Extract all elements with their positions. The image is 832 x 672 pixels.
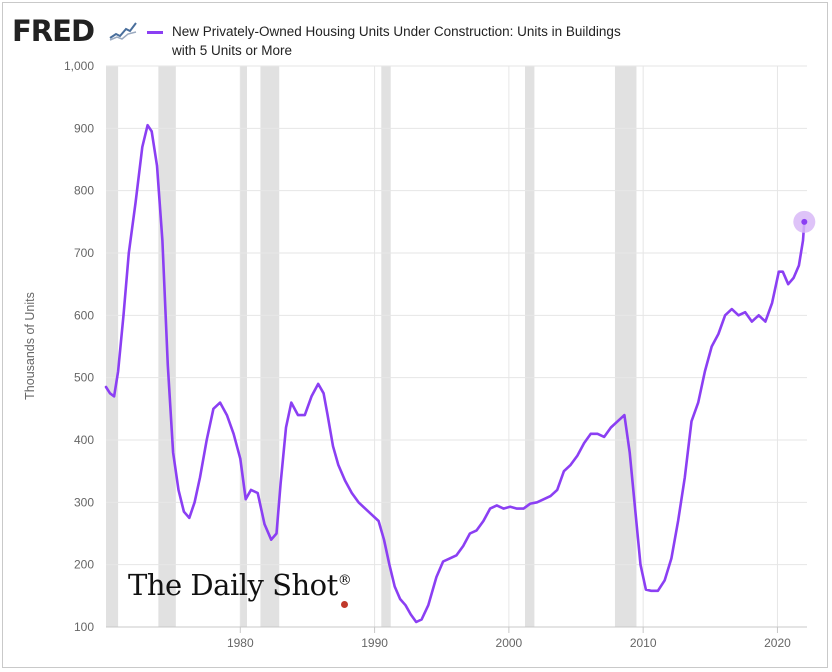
recession-band-0 bbox=[106, 66, 119, 627]
x-tick-label: 2010 bbox=[630, 636, 657, 650]
watermark-text: The Daily Shot bbox=[128, 568, 338, 602]
legend-line-1: New Privately-Owned Housing Units Under … bbox=[172, 24, 621, 39]
legend-line-2: with 5 Units or More bbox=[172, 43, 293, 58]
y-axis-label: Thousands of Units bbox=[23, 292, 37, 400]
y-tick-label: 900 bbox=[74, 121, 94, 135]
fred-logo[interactable]: FRED bbox=[12, 14, 95, 48]
y-tick-label: 200 bbox=[74, 558, 94, 572]
recession-band-5 bbox=[524, 66, 535, 627]
x-tick-label: 2000 bbox=[496, 636, 523, 650]
y-tick-label: 600 bbox=[74, 308, 94, 322]
legend-entry[interactable]: New Privately-Owned Housing Units Under … bbox=[172, 22, 692, 60]
x-axis-ticks: 1980 1990 2000 2010 2020 bbox=[227, 627, 791, 650]
y-tick-label: 1,000 bbox=[64, 59, 94, 73]
recession-band-4 bbox=[381, 66, 391, 627]
x-tick-label: 2020 bbox=[764, 636, 791, 650]
y-tick-label: 300 bbox=[74, 495, 94, 509]
recession-band-2 bbox=[240, 66, 248, 627]
recession-band-3 bbox=[260, 66, 280, 627]
line-graph-icon bbox=[108, 20, 138, 42]
gridlines bbox=[106, 65, 807, 627]
legend-swatch bbox=[147, 31, 163, 34]
recession-bands bbox=[106, 66, 637, 627]
y-tick-label: 700 bbox=[74, 246, 94, 260]
y-tick-label: 500 bbox=[74, 371, 94, 385]
series-line-0[interactable] bbox=[104, 123, 806, 624]
x-tick-label: 1990 bbox=[361, 636, 388, 650]
y-tick-label: 400 bbox=[74, 433, 94, 447]
recession-band-6 bbox=[614, 66, 637, 627]
watermark-registered-mark: ® bbox=[337, 572, 352, 589]
y-tick-label: 100 bbox=[74, 620, 94, 634]
last-point-marker[interactable] bbox=[801, 218, 808, 225]
daily-shot-watermark: The Daily Shot® bbox=[128, 568, 352, 602]
series-layer bbox=[104, 123, 816, 624]
y-tick-label: 800 bbox=[74, 184, 94, 198]
watermark-dot bbox=[341, 601, 348, 608]
x-tick-label: 1980 bbox=[227, 636, 254, 650]
y-axis-ticks: 100 200 300 400 500 600 700 800 900 1,000 bbox=[64, 59, 94, 634]
